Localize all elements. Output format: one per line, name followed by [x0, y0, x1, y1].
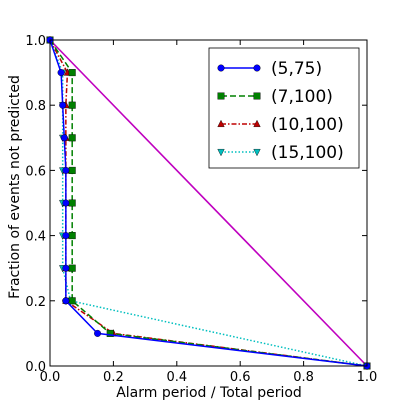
series-0-point-11: [94, 329, 102, 337]
legend-entry-1: (7,100): [217, 87, 333, 107]
legend-entry-3: (15,100): [217, 143, 344, 163]
y-tick-label: 1.0: [25, 34, 46, 49]
series-0-point-1: [57, 69, 65, 77]
series-line-1: [49, 39, 368, 367]
legend-label: (15,100): [271, 143, 344, 163]
x-axis-ticks: 0.0 0.2 0.4 0.6 0.8 1.0: [40, 40, 378, 385]
y-tick-label: 0.4: [25, 230, 46, 245]
series-1-point-7: [68, 264, 76, 272]
series-1-point-3: [68, 134, 76, 142]
series-1-point-8: [68, 297, 76, 305]
legend-marker-start: [217, 148, 225, 157]
legend-marker-end: [253, 148, 261, 157]
x-tick-label: 0.6: [230, 370, 251, 385]
reference-diagonal-line: [49, 39, 368, 367]
series-0-point-10: [62, 297, 70, 305]
series-0-point-7: [62, 264, 70, 272]
x-tick-label: 0.2: [103, 370, 124, 385]
series-0-point-4: [62, 166, 70, 174]
series-1-point-6: [68, 232, 76, 240]
x-tick-label: 1.0: [357, 370, 378, 385]
legend-marker-start: [217, 92, 225, 100]
series-0-point-3: [60, 134, 68, 142]
legend: (5,75) (7,100) (10,100) (15,100): [208, 47, 360, 169]
x-tick-label: 0.8: [293, 370, 314, 385]
series-1-point-1: [68, 69, 76, 77]
legend-marker-end: [253, 92, 261, 100]
legend-label: (5,75): [271, 59, 322, 79]
legend-marker-end: [253, 64, 261, 72]
x-tick-label: 0.0: [40, 370, 61, 385]
x-axis-label: Alarm period / Total period: [116, 385, 302, 401]
series-1-point-2: [68, 101, 76, 109]
y-tick-label: 0.0: [25, 360, 46, 375]
y-axis-label: Fraction of events not predicted: [7, 75, 23, 299]
legend-label: (10,100): [271, 115, 344, 135]
y-tick-label: 0.8: [25, 99, 46, 114]
legend-label: (7,100): [271, 87, 333, 107]
series-0-point-2: [59, 101, 67, 109]
x-tick-label: 0.4: [166, 370, 187, 385]
series-0-point-6: [62, 232, 70, 240]
series-line-2: [49, 39, 368, 367]
legend-marker-end: [253, 119, 261, 128]
legend-marker-start: [217, 119, 225, 128]
legend-entry-2: (10,100): [217, 115, 344, 135]
series-1-point-9: [106, 329, 114, 337]
legend-entry-0: (5,75): [217, 59, 322, 79]
y-tick-label: 0.2: [25, 295, 46, 310]
plot-frame: [49, 39, 368, 367]
series-1-point-5: [68, 199, 76, 207]
y-tick-label: 0.6: [25, 164, 46, 179]
series-0: [46, 36, 371, 370]
y-axis-ticks: 0.0 0.2 0.4 0.6 0.8 1.0: [25, 34, 367, 375]
series-1-point-4: [68, 166, 76, 174]
series-0-point-5: [62, 199, 70, 207]
legend-marker-start: [217, 64, 225, 72]
